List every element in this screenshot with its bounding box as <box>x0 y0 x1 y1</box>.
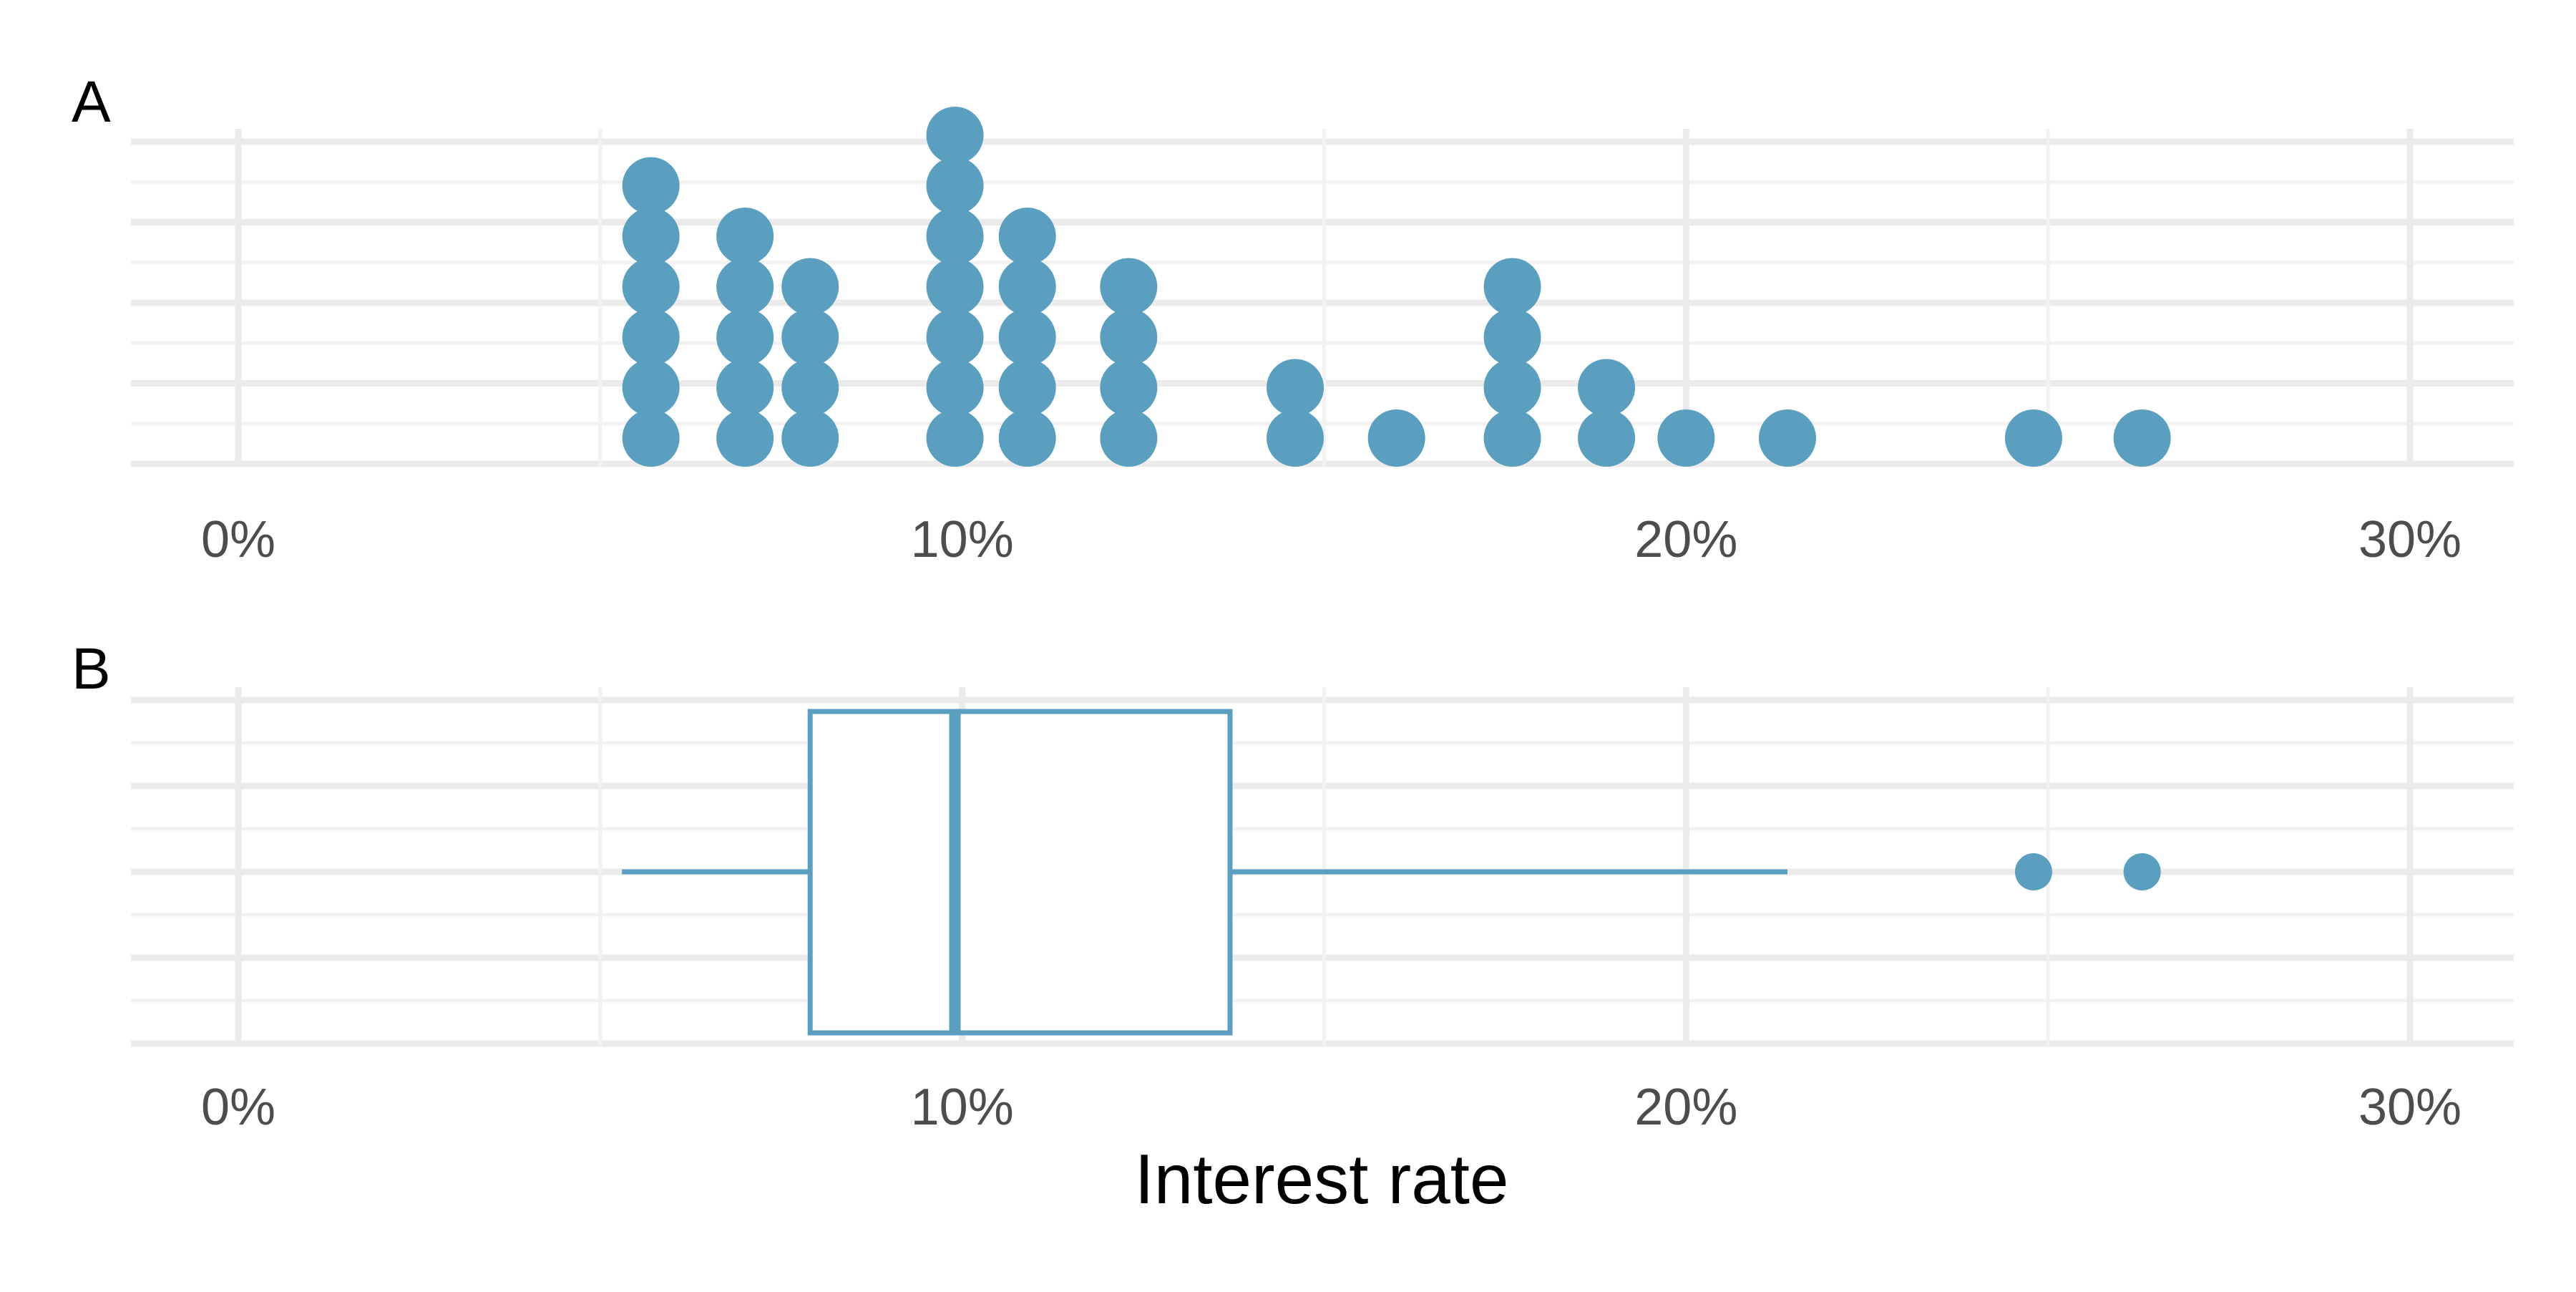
data-dot <box>2004 409 2062 467</box>
interquartile-box <box>807 709 1233 1036</box>
data-dot <box>781 309 839 366</box>
dot-stack-11 <box>1758 409 1816 467</box>
data-dot <box>716 359 774 417</box>
data-dot <box>998 309 1056 366</box>
panel-b-x-tick-labels: 0% 10% 20% 30% <box>201 1079 2462 1136</box>
panel-b-boxplot: 0% 10% 20% 30% <box>131 687 2514 1136</box>
data-dot <box>1578 409 1636 467</box>
data-dot <box>998 409 1056 467</box>
data-dot <box>1483 359 1541 417</box>
panel-a-x-tick-labels: 0% 10% 20% 30% <box>201 511 2462 568</box>
data-dot <box>1267 359 1324 417</box>
panel-a-x-tick-label: 30% <box>2358 511 2462 568</box>
dot-stack-13 <box>2113 409 2171 467</box>
data-dot <box>1100 309 1158 366</box>
data-dot <box>926 258 984 316</box>
data-dot <box>716 208 774 265</box>
panel-a-x-tick-label: 20% <box>1634 511 1737 568</box>
panel-b-grid <box>131 687 2514 1047</box>
data-dot <box>781 409 839 467</box>
data-dot <box>1100 359 1158 417</box>
dot-stack-9 <box>1578 359 1636 467</box>
data-dot <box>716 309 774 366</box>
data-dot <box>622 409 680 467</box>
data-dot <box>2113 409 2171 467</box>
panel-b-tag: B <box>72 636 111 701</box>
data-dot <box>1100 258 1158 316</box>
dot-stack-0 <box>622 157 680 467</box>
outlier-point <box>2014 853 2052 890</box>
dot-stack-8 <box>1483 258 1541 467</box>
data-dot <box>1578 359 1636 417</box>
dot-stack-3 <box>926 107 984 467</box>
data-dot <box>622 208 680 265</box>
data-dot <box>998 208 1056 265</box>
data-dot <box>1483 258 1541 316</box>
dot-stack-5 <box>1100 258 1158 467</box>
dot-stack-6 <box>1267 359 1324 467</box>
data-dot <box>622 359 680 417</box>
panel-b-x-tick-label: 10% <box>911 1079 1014 1136</box>
dot-stack-2 <box>781 258 839 467</box>
panel-b-box <box>622 709 2161 1036</box>
panel-a-tag: A <box>72 69 111 135</box>
data-dot <box>781 258 839 316</box>
data-dot <box>781 359 839 417</box>
outlier-point <box>2123 853 2161 890</box>
data-dot <box>716 258 774 316</box>
data-dot <box>998 359 1056 417</box>
data-dot <box>1657 409 1715 467</box>
panel-a-dots <box>622 107 2171 467</box>
data-dot <box>926 309 984 366</box>
data-dot <box>622 258 680 316</box>
dot-stack-4 <box>998 208 1056 467</box>
dot-stack-12 <box>2004 409 2062 467</box>
panel-b-x-tick-label: 0% <box>201 1079 275 1136</box>
data-dot <box>926 409 984 467</box>
dot-stack-10 <box>1657 409 1715 467</box>
data-dot <box>926 208 984 265</box>
data-dot <box>926 107 984 164</box>
data-dot <box>1758 409 1816 467</box>
data-dot <box>926 157 984 215</box>
data-dot <box>926 359 984 417</box>
data-dot <box>622 309 680 366</box>
data-dot <box>1267 409 1324 467</box>
dot-stack-1 <box>716 208 774 467</box>
data-dot <box>1367 409 1425 467</box>
data-dot <box>622 157 680 215</box>
panel-a-x-tick-label: 0% <box>201 511 275 568</box>
data-dot <box>1483 409 1541 467</box>
x-axis-title: Interest rate <box>1135 1140 1509 1218</box>
panel-a-dotplot: 0% 10% 20% 30% <box>131 107 2514 568</box>
panel-b-x-tick-label: 20% <box>1634 1079 1737 1136</box>
data-dot <box>1483 309 1541 366</box>
panel-a-x-tick-label: 10% <box>911 511 1014 568</box>
panel-b-x-tick-label: 30% <box>2358 1079 2462 1136</box>
dot-stack-7 <box>1367 409 1425 467</box>
data-dot <box>1100 409 1158 467</box>
data-dot <box>998 258 1056 316</box>
data-dot <box>716 409 774 467</box>
